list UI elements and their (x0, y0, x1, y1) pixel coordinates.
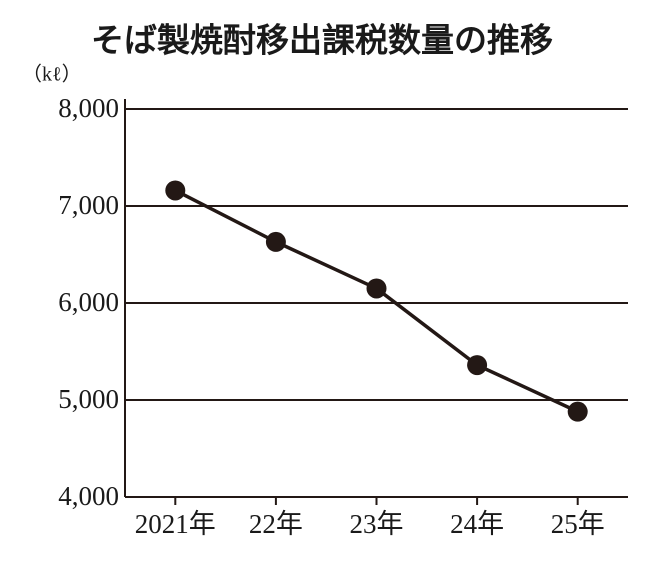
data-point (467, 355, 488, 376)
x-tick-label: 2021年 (135, 509, 216, 539)
x-tick-label: 22年 (249, 509, 303, 539)
y-tick-label: 6,000 (58, 287, 119, 317)
y-tick-label: 4,000 (58, 481, 119, 511)
chart-title: そば製焼酎移出課税数量の推移 (91, 21, 553, 60)
data-point (567, 401, 588, 422)
data-point (366, 278, 387, 299)
data-point (165, 180, 186, 201)
y-tick-label: 7,000 (58, 190, 119, 220)
y-tick-label: 5,000 (58, 384, 119, 414)
x-tick-label: 24年 (450, 509, 504, 539)
x-tick-label: 25年 (551, 509, 605, 539)
data-line (174, 188, 579, 414)
data-point (265, 231, 286, 252)
y-axis-unit: （kℓ） (22, 63, 82, 86)
y-tick-label: 8,000 (58, 93, 119, 123)
x-tick-label: 23年 (350, 509, 404, 539)
